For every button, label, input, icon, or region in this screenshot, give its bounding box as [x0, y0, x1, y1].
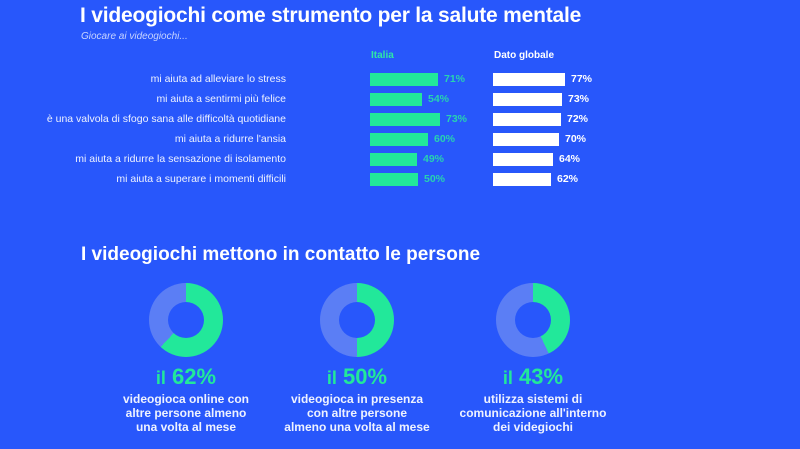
bar-italia: [370, 153, 417, 166]
stat-percentage: il 50%: [272, 364, 442, 391]
stat-description-line: videogioca in presenza: [290, 392, 424, 406]
donut-chart: [496, 283, 570, 357]
donut-chart: [149, 283, 223, 357]
stat-prefix: il: [326, 368, 337, 388]
value-global: 70%: [565, 133, 587, 145]
stat-block: il 43% utilizza sistemi di comunicazione a…: [448, 283, 618, 434]
chart-row: mi aiuta a ridurre l'ansia 60% 70%: [0, 132, 800, 148]
bar-italia: [370, 133, 428, 146]
value-italia: 73%: [446, 113, 468, 125]
chart-row: mi aiuta a sentirmi più felice 54% 73%: [0, 92, 800, 108]
bar-italia: [370, 173, 418, 186]
value-global: 62%: [557, 173, 579, 185]
stat-description-line: videogioca online con: [122, 392, 250, 406]
row-label: mi aiuta a ridurre la sensazione di isol…: [75, 153, 286, 165]
value-italia: 54%: [428, 93, 450, 105]
row-label: mi aiuta a sentirmi più felice: [156, 93, 286, 105]
bar-italia: [370, 93, 422, 106]
bar-global: [493, 153, 553, 166]
main-title: I videogiochi come strumento per la salu…: [80, 4, 582, 27]
stat-block: il 62% videogioca online con altre persone…: [101, 283, 271, 434]
donut-chart: [320, 283, 394, 357]
stat-prefix: il: [502, 368, 513, 388]
row-label: mi aiuta a superare i momenti difficili: [116, 173, 286, 185]
stat-description-line: almeno una volta al mese: [284, 420, 430, 434]
bar-italia: [370, 113, 440, 126]
stat-description-line: con altre persone: [306, 406, 408, 420]
chart-row: mi aiuta a ridurre la sensazione di isol…: [0, 152, 800, 168]
section-title: I videogiochi mettono in contatto le per…: [81, 244, 481, 265]
donut-hole: [515, 302, 551, 338]
donut-hole: [168, 302, 204, 338]
column-header-global: Dato globale: [494, 50, 555, 61]
stat-value: 62%: [172, 364, 217, 389]
value-global: 77%: [571, 73, 593, 85]
stat-description: utilizza sistemi di comunicazione all'int…: [448, 392, 618, 434]
bar-global: [493, 133, 559, 146]
value-italia: 49%: [423, 153, 445, 165]
stat-block: il 50% videogioca in presenza con altre pe…: [272, 283, 442, 434]
row-label: mi aiuta ad alleviare lo stress: [150, 73, 286, 85]
value-italia: 60%: [434, 133, 456, 145]
subtitle: Giocare ai videogiochi...: [81, 31, 188, 42]
bar-global: [493, 93, 562, 106]
row-label: è una valvola di sfogo sana alle diffico…: [46, 113, 286, 125]
chart-row: mi aiuta a superare i momenti difficili 5…: [0, 172, 800, 188]
value-global: 73%: [568, 93, 590, 105]
row-label: mi aiuta a ridurre l'ansia: [174, 133, 286, 145]
stat-percentage: il 62%: [101, 364, 271, 391]
bar-global: [493, 73, 565, 86]
value-italia: 50%: [424, 173, 446, 185]
stat-percentage: il 43%: [448, 364, 618, 391]
bar-italia: [370, 73, 438, 86]
chart-row: mi aiuta ad alleviare lo stress 71% 77%: [0, 72, 800, 88]
stat-description-line: altre persone almeno: [125, 406, 247, 420]
bar-global: [493, 113, 561, 126]
stat-description-line: comunicazione all'interno: [459, 406, 607, 420]
stat-prefix: il: [155, 368, 166, 388]
stat-value: 43%: [519, 364, 564, 389]
stat-description-line: dei videgiochi: [492, 420, 573, 434]
stat-value: 50%: [343, 364, 388, 389]
chart-row: è una valvola di sfogo sana alle diffico…: [0, 112, 800, 128]
value-global: 72%: [567, 113, 589, 125]
column-header-italia: Italia: [371, 50, 394, 61]
value-global: 64%: [559, 153, 581, 165]
donut-hole: [339, 302, 375, 338]
value-italia: 71%: [444, 73, 466, 85]
stat-description: videogioca in presenza con altre persone a…: [272, 392, 442, 434]
stat-description-line: utilizza sistemi di: [483, 392, 583, 406]
bar-global: [493, 173, 551, 186]
stat-description: videogioca online con altre persone almen…: [101, 392, 271, 434]
stat-description-line: una volta al mese: [135, 420, 237, 434]
